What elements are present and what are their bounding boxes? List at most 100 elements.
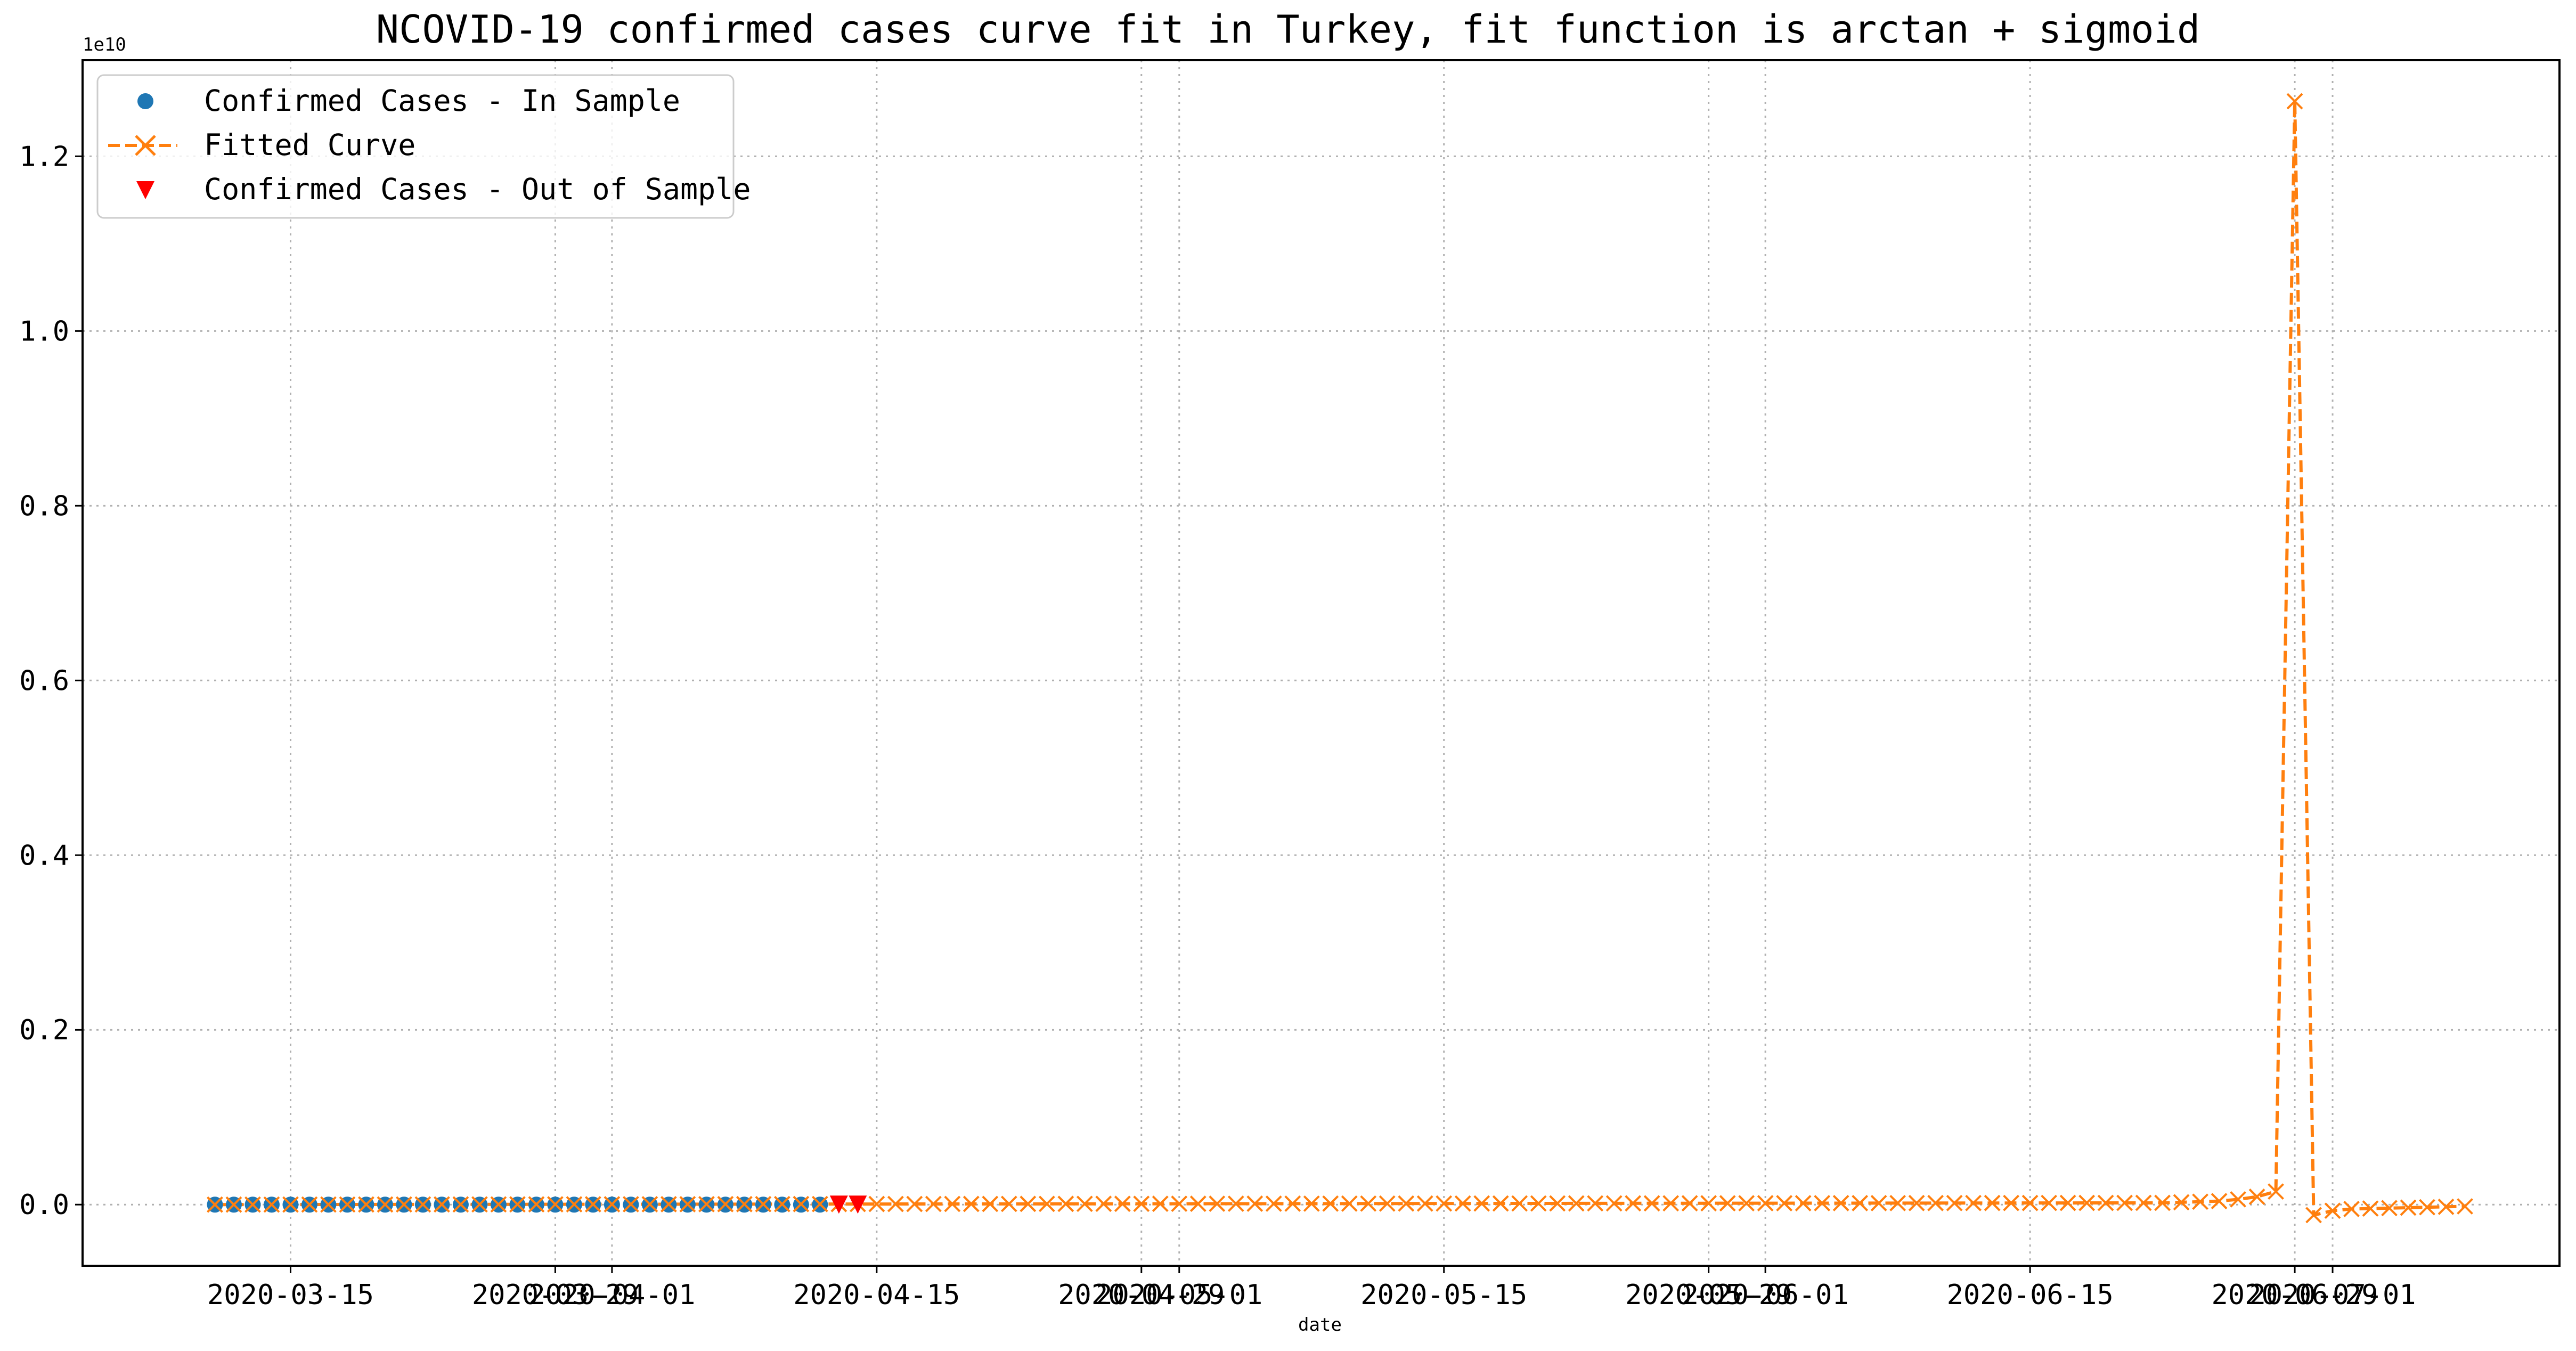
x-tick-label: 2020-05-01: [1096, 1279, 1262, 1311]
out-of-sample-point: [829, 1195, 848, 1214]
y-tick-label: 0.0: [19, 1189, 69, 1221]
fitted-curve-point: [1171, 1195, 1188, 1212]
fitted-curve-point: [528, 1196, 545, 1213]
fitted-curve-point: [1152, 1195, 1169, 1212]
fitted-curve-point: [868, 1195, 885, 1212]
x-tick-label: 2020-05-29: [1625, 1279, 1792, 1311]
out-of-sample-point: [849, 1195, 867, 1214]
x-tick-label: 2020-06-01: [1682, 1279, 1849, 1311]
fitted-curve-point: [1038, 1195, 1055, 1212]
fitted-curve-point: [320, 1196, 337, 1213]
fitted-curve-point: [2400, 1199, 2417, 1216]
legend-box: [96, 74, 735, 219]
fitted-curve-point: [263, 1196, 280, 1213]
legend: Confirmed Cases - In Sample Fitted Curve…: [96, 74, 751, 219]
fitted-curve-point: [1284, 1195, 1301, 1212]
x-tick-label: 2020-07-01: [2249, 1279, 2416, 1311]
fitted-curve-point: [1227, 1195, 1244, 1212]
fitted-curve-point: [1776, 1195, 1793, 1211]
fitted-curve-point: [1719, 1195, 1736, 1212]
legend-marker-out-sample: [136, 181, 154, 199]
x-tick-label: 2020-03-15: [207, 1279, 374, 1311]
grid: [83, 60, 2559, 1266]
fitted-curve-point: [2116, 1194, 2133, 1211]
fitted-curve-point: [1436, 1195, 1453, 1212]
legend-label-fitted: Fitted Curve: [204, 128, 415, 162]
fitted-curve-point: [1795, 1195, 1812, 1211]
fitted-curve-point: [755, 1195, 772, 1212]
fitted-curve-point: [547, 1196, 564, 1213]
fitted-curve-point: [2381, 1200, 2398, 1217]
fitted-curve-point: [1341, 1195, 1358, 1212]
fitted-curve-point: [1000, 1195, 1017, 1212]
fitted-curve-point: [1927, 1194, 1944, 1211]
fitted-curve-point: [1265, 1195, 1282, 1212]
fitted-curve-point: [1738, 1195, 1755, 1212]
fitted-curve-point: [301, 1196, 318, 1213]
fitted-curve-point: [509, 1196, 526, 1213]
legend-label-out-sample: Confirmed Cases - Out of Sample: [204, 172, 751, 206]
fitted-curve-point: [1587, 1195, 1604, 1212]
fitted-curve-point: [925, 1195, 942, 1212]
fitted-curve-point: [2286, 93, 2303, 110]
fitted-curve-point: [1889, 1194, 1906, 1211]
fitted-curve-point: [1757, 1195, 1774, 1212]
fitted-curve-point: [2305, 1207, 2322, 1224]
fitted-curve-point: [1530, 1195, 1547, 1212]
fitted-curve-point: [963, 1195, 980, 1212]
fitted-curve-point: [944, 1195, 961, 1212]
fitted-curve-point: [1133, 1195, 1150, 1212]
fitted-curve-point: [2268, 1183, 2284, 1200]
fitted-curve-point: [2078, 1194, 2096, 1211]
x-tick-label: 2020-03-29: [472, 1279, 639, 1311]
fitted-curve-point: [1209, 1195, 1226, 1212]
fitted-curve-point: [1511, 1195, 1528, 1212]
fitted-curve-point: [282, 1196, 299, 1213]
fitted-curve-point: [2154, 1194, 2171, 1211]
fitted-curve-point: [1379, 1195, 1396, 1212]
fitted-curve-point: [1057, 1195, 1074, 1212]
axes-frame: [81, 59, 2561, 1267]
fitted-curve-point: [225, 1196, 242, 1213]
fitted-curve-point: [1549, 1195, 1566, 1212]
legend-label-in-sample: Confirmed Cases - In Sample: [204, 84, 680, 118]
fitted-curve-point: [1246, 1195, 1263, 1212]
fitted-curve-point: [1908, 1194, 1925, 1211]
fitted-curve-point: [207, 1196, 223, 1213]
fitted-curve-point: [2438, 1198, 2455, 1215]
fitted-curve-point: [660, 1196, 677, 1212]
fitted-curve-point: [2041, 1194, 2058, 1211]
fitted-curve-point: [1454, 1195, 1471, 1212]
fitted-curve-point: [358, 1196, 374, 1213]
fitted-curve-point: [490, 1196, 507, 1213]
plot-area: [207, 93, 2473, 1224]
fitted-curve-point: [679, 1195, 696, 1212]
legend-marker-fitted: [135, 135, 156, 156]
x-tick-label: 2020-05-15: [1360, 1279, 1527, 1311]
fitted-curve-point: [1568, 1195, 1585, 1212]
fitted-curve-point: [566, 1196, 583, 1213]
fitted-curve-line: [215, 101, 2465, 1217]
fitted-curve-point: [717, 1195, 734, 1212]
fitted-curve-point: [2021, 1194, 2039, 1211]
fitted-curve-point: [471, 1196, 488, 1213]
fitted-curve-point: [1398, 1195, 1415, 1212]
fitted-curve-point: [396, 1196, 412, 1213]
fitted-curve-point: [1870, 1194, 1887, 1211]
fitted-curve-point: [982, 1195, 999, 1212]
fitted-curve-point: [2343, 1200, 2360, 1217]
fitted-curve-point: [1700, 1195, 1717, 1212]
y-tick-label: 0.6: [19, 665, 69, 697]
fitted-curve-point: [2230, 1191, 2246, 1208]
chart-title: NCOVID-19 confirmed cases curve fit in T…: [376, 7, 2200, 52]
legend-marker-in-sample: [137, 93, 153, 109]
fitted-curve-point: [1020, 1195, 1037, 1212]
fitted-curve-point: [1852, 1195, 1869, 1211]
fitted-curve-point: [887, 1195, 904, 1212]
fitted-curve-point: [1662, 1195, 1680, 1212]
fitted-curve-point: [1965, 1194, 1982, 1211]
y-tick-label: 0.2: [19, 1014, 69, 1046]
fitted-curve-point: [2457, 1198, 2473, 1215]
fitted-curve-point: [1984, 1194, 2001, 1211]
